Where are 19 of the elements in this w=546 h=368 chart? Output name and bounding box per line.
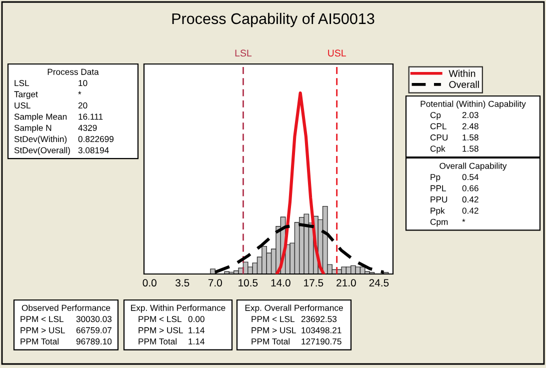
text: Process Data LSL 10 Target * USL 20 Sample Mean 16.111 Sample N 4329 StDev(Within) 0.822699 StDev(Overall) 3.08194 [14, 68, 114, 156]
legend-label: Within [448, 70, 476, 77]
legend-label: Overall [449, 80, 479, 88]
text: Overall Capability Pp 0.54 PPL 0.66 PPU 0.42 Ppk 0.42 Cpm * [430, 162, 507, 227]
x-tick-label: 21.0 [336, 279, 356, 287]
x-tick-label: 0.0 [142, 279, 156, 287]
x-tick-label: 17.5 [304, 279, 324, 287]
x-tick-label: 24.5 [369, 279, 389, 287]
x-tick-label: 10.5 [238, 279, 258, 287]
text: Observed Performance PPM < LSL 30030.03 PPM > USL 66759.07 PPM Total 96789.10 [20, 304, 112, 345]
chart-title: Process Capability of AI50013 [172, 12, 374, 28]
text: Potential (Within) Capability Cp 2.03 CPL 2.48 CPU 1.58 Cpk 1.58 [420, 100, 526, 154]
text: Exp. Within Performance PPM < LSL 0.00 PPM > USL 1.14 PPM Total 1.14 [131, 304, 226, 345]
ref-line-label: LSL [235, 50, 252, 57]
ref-line-label: USL [328, 50, 346, 57]
x-tick-label: 14.0 [271, 279, 290, 287]
x-tick-label: 7.0 [208, 279, 222, 287]
text: Exp. Overall Performance PPM < LSL 23692.53 PPM > USL 103498.21 PPM Total 127190.75 [245, 304, 343, 345]
x-tick-label: 3.5 [176, 279, 190, 287]
